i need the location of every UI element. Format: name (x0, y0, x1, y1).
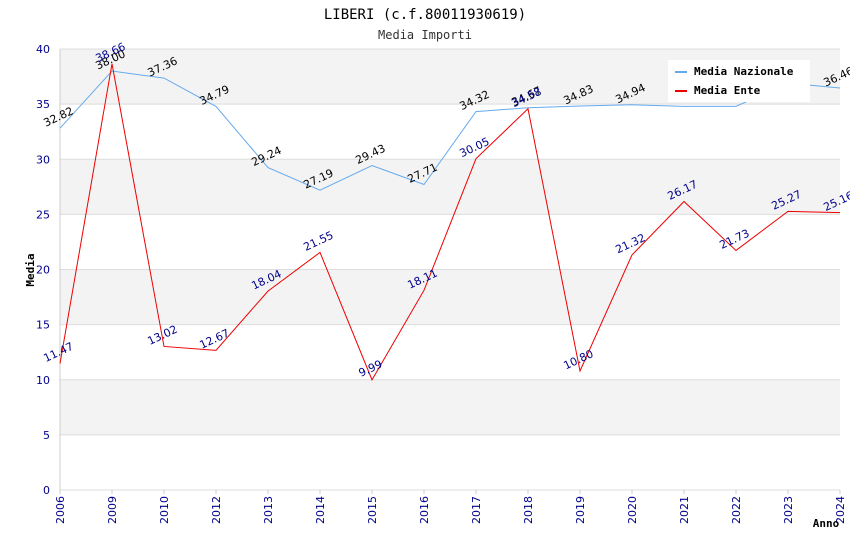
x-tick-label: 2010 (158, 496, 171, 524)
y-tick-label: 40 (36, 43, 50, 56)
y-tick-label: 15 (36, 319, 50, 332)
y-tick-label: 25 (36, 208, 50, 221)
legend-label-ente: Media Ente (694, 84, 761, 97)
x-tick-label: 2013 (262, 496, 275, 524)
chart-title: LIBERI (c.f.80011930619) (324, 7, 526, 23)
y-tick-label: 5 (43, 429, 50, 442)
grid-band (60, 159, 840, 215)
y-axis-ticks: 0 5 10 15 20 25 30 35 40 (36, 43, 50, 497)
series-line-nazionale (59, 70, 841, 191)
grid-band (60, 269, 840, 325)
x-tick-label: 2006 (54, 496, 67, 524)
y-axis-label: Media (24, 253, 37, 286)
legend-box (668, 60, 810, 102)
x-axis-label: Anno (813, 517, 840, 530)
x-tick-label: 2023 (782, 496, 795, 524)
x-tick-label: 2019 (574, 496, 587, 524)
x-tick-label: 2015 (366, 496, 379, 524)
y-tick-label: 30 (36, 153, 50, 166)
x-axis-ticks: 2006 2009 2010 2012 2013 2014 2015 2016 2017 2018… (54, 490, 847, 524)
x-tick-label: 2021 (678, 496, 691, 524)
y-tick-label: 0 (43, 484, 50, 497)
x-tick-label: 2018 (522, 496, 535, 524)
y-tick-label: 20 (36, 264, 50, 277)
y-tick-label: 10 (36, 374, 50, 387)
x-tick-label: 2017 (470, 496, 483, 524)
x-tick-label: 2024 (834, 496, 847, 524)
x-tick-label: 2022 (730, 496, 743, 524)
y-tick-label: 35 (36, 98, 50, 111)
x-tick-label: 2020 (626, 496, 639, 524)
series-line-ente (59, 63, 841, 381)
legend: Media Nazionale Media Ente (668, 60, 810, 102)
grid-band (60, 379, 840, 435)
x-tick-label: 2012 (210, 496, 223, 524)
x-tick-label: 2014 (314, 496, 327, 524)
legend-label-nazionale: Media Nazionale (694, 65, 794, 78)
gridlines (59, 48, 840, 491)
chart-subtitle: Media Importi (378, 28, 472, 42)
series-lines (59, 63, 841, 381)
x-tick-label: 2009 (106, 496, 119, 524)
x-tick-label: 2016 (418, 496, 431, 524)
